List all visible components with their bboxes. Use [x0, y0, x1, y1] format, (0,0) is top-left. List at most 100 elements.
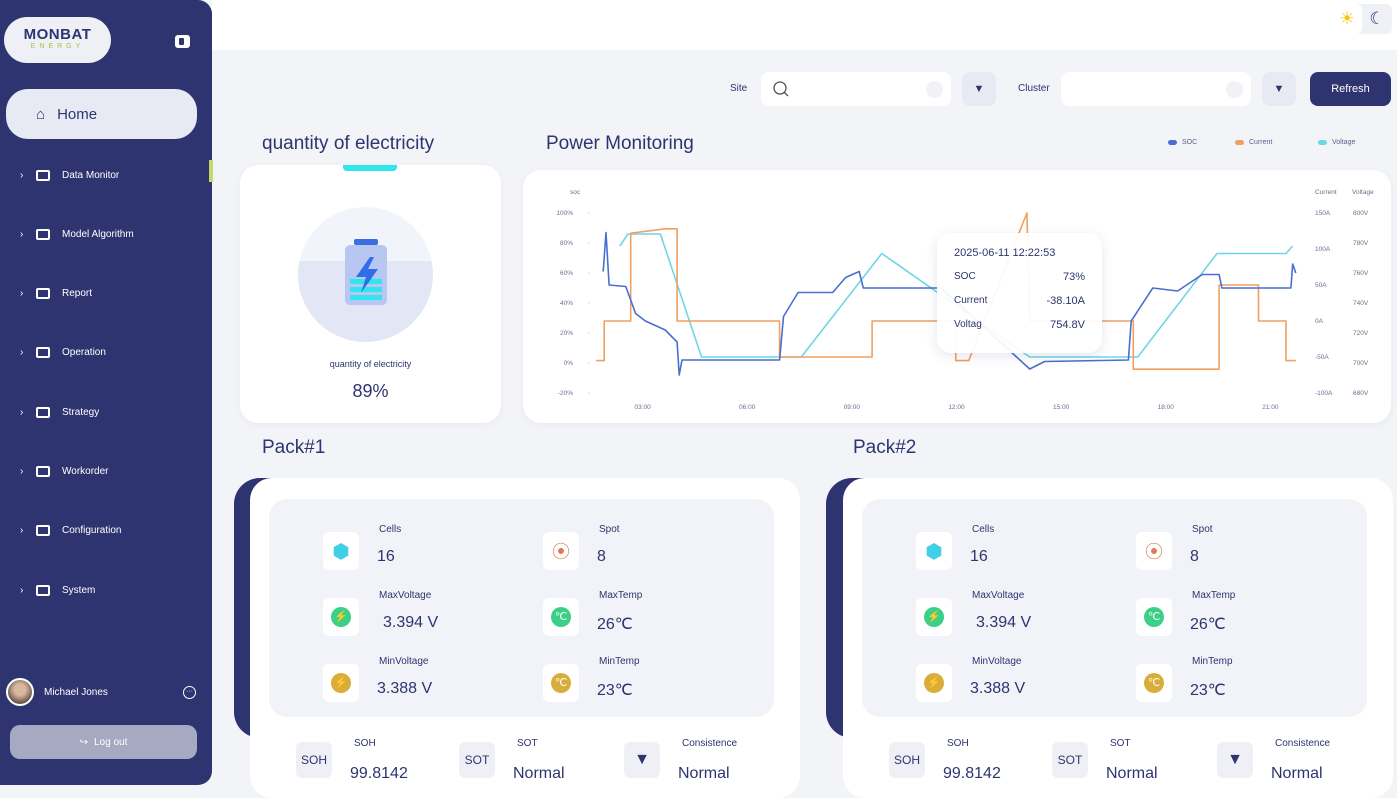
legend-voltage[interactable]: Voltage [1318, 139, 1355, 146]
y-right-tick-label: 720V [1353, 330, 1369, 337]
sot-icon: SOT [1052, 742, 1088, 778]
sidebar-item-label: Configuration [62, 525, 122, 537]
quantity-value: 89% [352, 381, 389, 401]
y-tick-label: 60% [560, 270, 573, 277]
site-label: Site [730, 83, 748, 94]
sidebar-item-label: Workorder [62, 466, 109, 477]
moon-icon[interactable]: ☾ [1369, 9, 1385, 28]
site-dropdown-button[interactable]: ▼ [962, 72, 996, 106]
card-accent [343, 165, 397, 171]
stat-value: 23℃ [1190, 682, 1226, 699]
legend-soc[interactable]: SOC [1168, 139, 1197, 146]
sidebar-item-label: Report [62, 288, 93, 300]
clear-icon[interactable] [926, 81, 943, 98]
pack-card: ⬢ Cells 16 ⦿ Spot 8 ⚡ MaxVoltage 3.394 V ℃ MaxT… [250, 478, 800, 798]
sidebar-item-data-monitor[interactable]: › Data Monitor [0, 165, 212, 185]
menu-icon [36, 525, 50, 537]
bolt-icon: ⚡ [323, 664, 359, 702]
y-tick-label: 80% [560, 240, 573, 247]
thermometer-icon: ℃ [1136, 664, 1172, 702]
logo-text: MONBAT [23, 26, 92, 43]
logo-subtext: ENERGY [30, 43, 85, 50]
y-right-tick-label: 100A [1315, 246, 1331, 253]
stat-label: SOT [1110, 738, 1131, 749]
stat-max-voltage: ⚡ MaxVoltage 3.394 V [916, 590, 1116, 640]
sidebar-item-report[interactable]: › Report [0, 284, 212, 304]
stat-label: MinTemp [1192, 656, 1233, 667]
sot-icon: SOT [459, 742, 495, 778]
sidebar-item-label: Model Algorithm [62, 228, 134, 240]
clear-icon[interactable] [1226, 81, 1243, 98]
x-tick-label: 12:00 [948, 404, 965, 411]
thermometer-icon: ℃ [543, 664, 579, 702]
tooltip-value: -38.10A [1046, 295, 1085, 307]
collapse-sidebar-icon[interactable] [175, 35, 190, 48]
stat-cells: ⬢ Cells 16 [916, 524, 1116, 574]
soh-icon: SOH [296, 742, 332, 778]
sidebar-item-home[interactable]: ⌂ Home [6, 89, 197, 139]
sidebar-item-label: Strategy [62, 406, 100, 418]
sun-icon[interactable]: ☀ [1332, 4, 1362, 34]
stat-label: MaxTemp [1192, 590, 1236, 601]
cluster-label: Cluster [1018, 83, 1050, 94]
site-input[interactable] [761, 72, 951, 106]
logo[interactable]: MONBAT ENERGY [4, 17, 111, 63]
caret-down-icon: ▼ [1273, 83, 1285, 95]
sidebar-item-workorder[interactable]: › Workorder [0, 462, 212, 482]
probe-icon: ⦿ [1136, 532, 1172, 570]
cluster-dropdown-button[interactable]: ▼ [1262, 72, 1296, 106]
legend-label: SOC [1182, 139, 1198, 146]
pack-stats-panel: ⬢ Cells 16 ⦿ Spot 8 ⚡ MaxVoltage 3.394 V ℃ MaxT… [862, 499, 1367, 717]
stat-value: 16 [377, 548, 395, 565]
stat-label: MinVoltage [972, 656, 1022, 667]
menu-icon [36, 406, 50, 418]
sidebar-item-model-algorithm[interactable]: › Model Algorithm [0, 224, 212, 244]
stat-min-voltage: ⚡ MinVoltage 3.388 V [323, 656, 523, 706]
power-chart[interactable]: soc Current Voltage 100% 80% 60% 40% 20% 0% -20% 1… [0, 0, 1397, 430]
stat-value: 8 [1190, 548, 1199, 565]
stat-value: Normal [513, 765, 565, 782]
stat-min-temp: ℃ MinTemp 23℃ [1136, 656, 1336, 706]
pack-title: Pack#2 [853, 437, 917, 458]
stat-sot: SOT SOT Normal [459, 736, 619, 786]
menu-icon [36, 466, 50, 477]
chevron-right-icon: › [20, 466, 24, 477]
tooltip-time: 2025-06-11 12:22:53 [954, 247, 1056, 259]
y-tick-label: 40% [560, 300, 573, 307]
tooltip-row: Current -38.10A [954, 295, 1085, 307]
refresh-button[interactable]: Refresh [1310, 72, 1391, 106]
stat-label: Spot [1192, 524, 1213, 535]
sidebar-item-system[interactable]: › System [0, 580, 212, 600]
x-tick-label: 21:00 [1262, 404, 1279, 411]
x-tick-label: 18:00 [1158, 404, 1175, 411]
cube-icon: ⬢ [916, 532, 952, 570]
y-axis-label-soc: soc [570, 189, 581, 196]
series-line-voltage [619, 233, 1294, 358]
legend-current[interactable]: Current [1235, 139, 1272, 146]
more-icon[interactable]: ··· [183, 685, 196, 699]
chevron-right-icon: › [20, 347, 24, 359]
quantity-title: quantity of electricity [262, 133, 435, 154]
user-profile[interactable]: Michael Jones ··· [6, 678, 196, 706]
sidebar-item-label: System [62, 584, 96, 596]
stat-value: Normal [1106, 765, 1158, 782]
theme-toggle[interactable]: ☀ ☾ [1332, 4, 1392, 34]
tooltip-row: Voltag 754.8V [954, 319, 1085, 331]
stat-value: 8 [597, 548, 606, 565]
y-axis-label-voltage: Voltage [1352, 189, 1374, 196]
sidebar-item-label: Operation [62, 347, 106, 359]
sidebar-item-configuration[interactable]: › Configuration [0, 521, 212, 541]
chevron-right-icon: › [20, 288, 24, 300]
tooltip-label: SOC [954, 271, 976, 282]
thermometer-icon: ℃ [543, 598, 579, 636]
sidebar-item-strategy[interactable]: › Strategy [0, 402, 212, 422]
sidebar-item-operation[interactable]: › Operation [0, 343, 212, 363]
bolt-icon: ⚡ [916, 598, 952, 636]
tooltip-value: 73% [1062, 271, 1085, 283]
logout-button[interactable]: ↪ Log out [10, 725, 197, 759]
stat-label: MaxVoltage [379, 590, 432, 601]
y-tick-label: 100% [556, 210, 573, 217]
y-right-tick-label: 740V [1353, 300, 1369, 307]
tooltip-label: Voltag [954, 319, 982, 330]
cluster-input[interactable] [1061, 72, 1251, 106]
